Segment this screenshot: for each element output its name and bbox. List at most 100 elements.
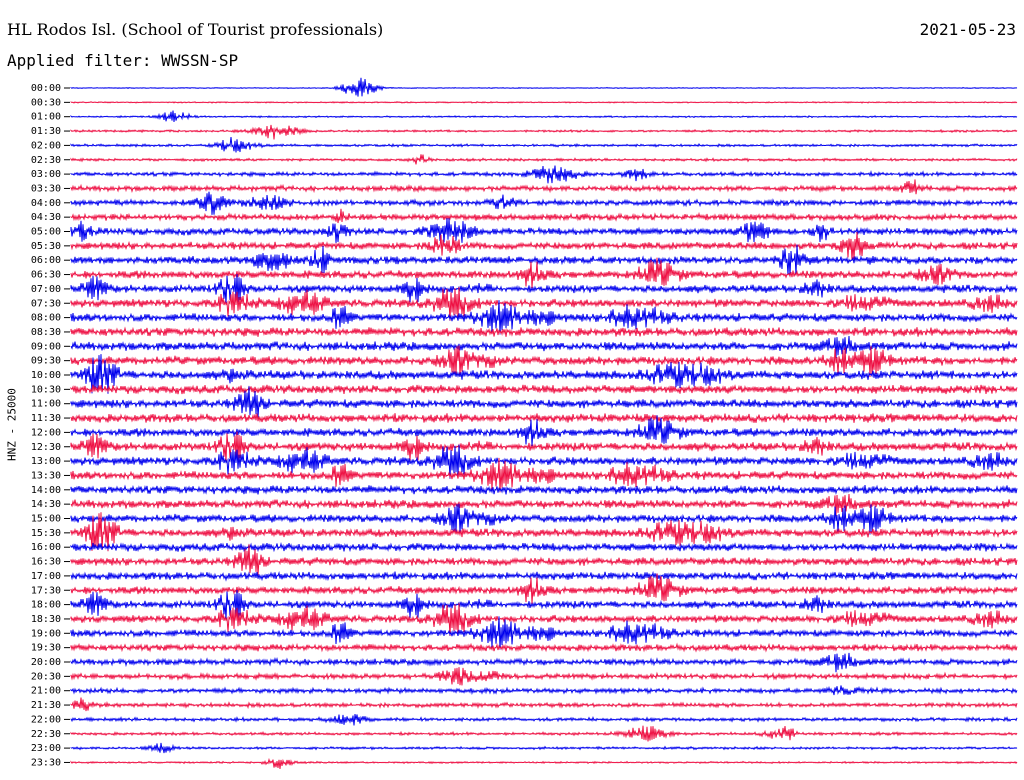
row-label: 19:00 <box>31 628 61 639</box>
row-label: 05:00 <box>31 227 61 238</box>
seismic-trace <box>70 412 1018 424</box>
seismic-trace <box>70 697 1018 712</box>
seismic-trace <box>70 714 1018 726</box>
date-label: 2021-05-23 <box>919 20 1016 39</box>
seismic-trace <box>70 100 1018 104</box>
seismic-trace <box>70 652 1018 673</box>
row-label: 13:30 <box>31 470 61 481</box>
row-label: 07:00 <box>31 284 61 295</box>
row-label: 03:00 <box>31 169 61 180</box>
row-label: 15:00 <box>31 514 61 525</box>
seismic-trace <box>70 354 1018 394</box>
seismic-trace <box>70 335 1018 359</box>
seismic-trace <box>70 512 1018 552</box>
row-label: 14:00 <box>31 485 61 496</box>
seismic-trace <box>70 457 1018 493</box>
row-label: 12:30 <box>31 442 61 453</box>
seismic-trace <box>70 493 1018 516</box>
seismic-trace <box>70 154 1018 165</box>
row-label: 02:30 <box>31 155 61 166</box>
row-label: 00:30 <box>31 97 61 108</box>
seismic-trace <box>70 384 1018 395</box>
row-label: 23:00 <box>31 743 61 754</box>
seismic-trace <box>70 345 1018 378</box>
seismic-trace <box>70 110 1018 123</box>
row-label: 08:30 <box>31 327 61 338</box>
row-label: 12:00 <box>31 427 61 438</box>
seismic-trace <box>70 757 1018 770</box>
row-label: 11:30 <box>31 413 61 424</box>
filter-label: Applied filter: WWSSN-SP <box>7 51 239 70</box>
row-label: 11:00 <box>31 399 61 410</box>
seismic-trace <box>70 484 1018 495</box>
row-label: 10:30 <box>31 384 61 395</box>
seismic-trace <box>70 542 1018 553</box>
row-label: 18:30 <box>31 614 61 625</box>
seismic-trace <box>70 274 1018 304</box>
seismic-trace <box>70 77 1018 97</box>
row-label: 08:00 <box>31 313 61 324</box>
seismic-trace <box>70 589 1018 620</box>
seismic-trace <box>70 415 1018 447</box>
row-label: 16:00 <box>31 542 61 553</box>
row-label: 09:30 <box>31 356 61 367</box>
seismic-trace <box>70 616 1018 650</box>
row-label: 04:00 <box>31 198 61 209</box>
row-label: 21:00 <box>31 686 61 697</box>
seismic-trace <box>70 244 1018 276</box>
row-label: 01:30 <box>31 126 61 137</box>
row-label: 05:30 <box>31 241 61 252</box>
row-label: 19:30 <box>31 643 61 654</box>
row-label: 17:00 <box>31 571 61 582</box>
row-label: 10:00 <box>31 370 61 381</box>
seismic-trace <box>70 742 1018 754</box>
seismic-trace <box>70 573 1018 604</box>
row-label: 14:30 <box>31 499 61 510</box>
seismic-trace <box>70 667 1018 686</box>
row-label: 01:00 <box>31 112 61 123</box>
row-label: 16:30 <box>31 557 61 568</box>
row-label: 13:00 <box>31 456 61 467</box>
seismic-trace <box>70 300 1018 335</box>
row-label: 17:30 <box>31 585 61 596</box>
seismic-trace <box>70 444 1018 479</box>
row-label: 22:30 <box>31 729 61 740</box>
seismic-trace <box>70 124 1018 140</box>
seismic-trace <box>70 685 1018 696</box>
seismic-trace <box>70 725 1018 742</box>
seismic-trace <box>70 386 1018 418</box>
seismic-trace <box>70 286 1018 321</box>
row-label: 06:30 <box>31 270 61 281</box>
seismic-trace <box>70 503 1018 535</box>
row-label: 02:00 <box>31 140 61 151</box>
seismic-trace <box>70 208 1018 224</box>
seismic-trace <box>70 136 1018 153</box>
row-label: 18:00 <box>31 600 61 611</box>
row-label: 07:30 <box>31 298 61 309</box>
seismic-trace <box>70 179 1018 195</box>
row-label: 06:00 <box>31 255 61 266</box>
seismic-trace <box>70 544 1018 576</box>
row-label: 15:30 <box>31 528 61 539</box>
seismic-trace <box>70 603 1018 637</box>
seismic-trace <box>70 218 1018 243</box>
seismic-trace <box>70 165 1018 184</box>
row-label: 20:00 <box>31 657 61 668</box>
station-title: HL Rodos Isl. (School of Tourist profess… <box>7 20 384 39</box>
row-label: 09:00 <box>31 341 61 352</box>
row-label: 00:00 <box>31 83 61 94</box>
seismic-trace <box>70 257 1018 289</box>
row-label: 03:30 <box>31 183 61 194</box>
row-label: 04:30 <box>31 212 61 223</box>
seismic-trace <box>70 431 1018 462</box>
row-label: 21:30 <box>31 700 61 711</box>
seismic-trace <box>70 231 1018 261</box>
seismic-trace <box>70 570 1018 582</box>
row-label: 22:00 <box>31 714 61 725</box>
seismic-trace <box>70 326 1018 337</box>
row-label: 20:30 <box>31 671 61 682</box>
row-label: 23:30 <box>31 757 61 768</box>
seismic-trace <box>70 642 1018 653</box>
seismic-trace <box>70 191 1018 215</box>
